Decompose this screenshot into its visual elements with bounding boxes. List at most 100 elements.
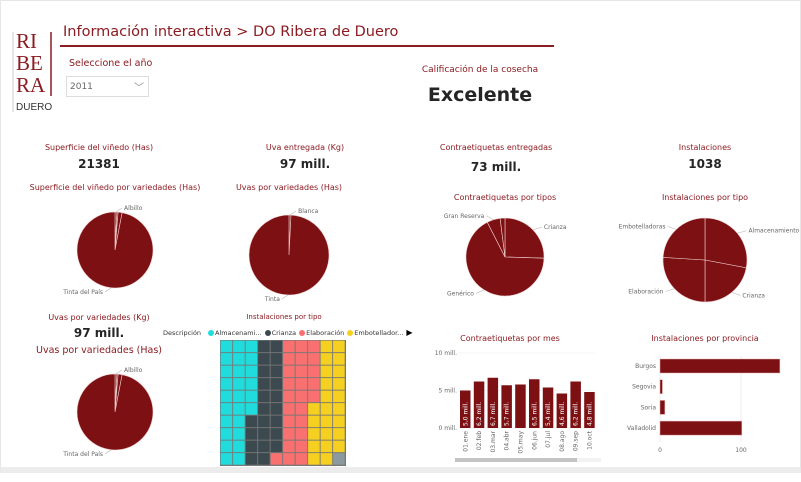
legend-item[interactable]: Almacenami... [208, 329, 262, 337]
waffle-cell[interactable] [308, 428, 320, 440]
waffle-cell[interactable] [258, 453, 270, 465]
waffle-cell[interactable] [333, 428, 345, 440]
waffle-cell[interactable] [233, 390, 245, 403]
waffle-cell[interactable] [245, 390, 258, 403]
waffle-cell[interactable] [283, 378, 295, 390]
legend-item[interactable]: Elaboración [299, 329, 344, 337]
waffle-cell[interactable] [220, 353, 233, 365]
pie-slice[interactable] [704, 217, 748, 269]
bar[interactable] [556, 393, 568, 429]
waffle-cell[interactable] [283, 440, 295, 453]
pie-slice[interactable] [662, 257, 706, 303]
waffle-cell[interactable] [295, 453, 308, 465]
waffle-cell[interactable] [220, 403, 233, 415]
waffle-cell[interactable] [270, 340, 283, 353]
waffle-cell[interactable] [270, 453, 283, 465]
waffle-cell[interactable] [258, 353, 270, 365]
waffle-cell[interactable] [270, 390, 283, 403]
waffle-cell[interactable] [308, 415, 320, 428]
waffle-cell[interactable] [320, 403, 333, 415]
waffle-cell[interactable] [245, 428, 258, 440]
waffle-cell[interactable] [270, 403, 283, 415]
bar[interactable] [570, 381, 581, 429]
waffle-cell[interactable] [258, 415, 270, 428]
waffle-cell[interactable] [245, 415, 258, 428]
waffle-cell[interactable] [270, 415, 283, 428]
waffle-cell[interactable] [245, 353, 258, 365]
waffle-cell[interactable] [295, 353, 308, 365]
waffle-cell[interactable] [283, 428, 295, 440]
waffle-cell[interactable] [333, 353, 345, 365]
waffle-cell[interactable] [270, 365, 283, 378]
waffle-cell[interactable] [295, 390, 308, 403]
waffle-cell[interactable] [270, 428, 283, 440]
waffle-cell[interactable] [245, 340, 258, 353]
waffle-cell[interactable] [220, 415, 233, 428]
waffle-cell[interactable] [220, 428, 233, 440]
legend-item[interactable]: Embotellador... [347, 329, 403, 337]
bar[interactable] [487, 377, 499, 428]
pie-slice[interactable] [248, 214, 330, 296]
waffle-cell[interactable] [320, 340, 333, 353]
waffle-cell[interactable] [320, 353, 333, 365]
waffle-cell[interactable] [308, 403, 320, 415]
waffle-cell[interactable] [320, 440, 333, 453]
bar[interactable] [501, 385, 512, 428]
waffle-cell[interactable] [333, 403, 345, 415]
waffle-cell[interactable] [258, 340, 270, 353]
waffle-cell[interactable] [283, 365, 295, 378]
waffle-cell[interactable] [245, 453, 258, 465]
pie-slice[interactable] [76, 211, 154, 289]
waffle-cell[interactable] [283, 390, 295, 403]
waffle-cell[interactable] [233, 365, 245, 378]
bar[interactable] [659, 358, 781, 374]
waffle-cell[interactable] [245, 403, 258, 415]
waffle-cell[interactable] [333, 453, 345, 465]
waffle-cell[interactable] [333, 390, 345, 403]
waffle-cell[interactable] [308, 365, 320, 378]
bar[interactable] [542, 387, 554, 429]
waffle-cell[interactable] [233, 428, 245, 440]
waffle-cell[interactable] [233, 415, 245, 428]
waffle-cell[interactable] [333, 378, 345, 390]
waffle-cell[interactable] [270, 353, 283, 365]
waffle-cell[interactable] [295, 440, 308, 453]
bar[interactable] [584, 392, 595, 428]
waffle-cell[interactable] [320, 378, 333, 390]
pie-slice[interactable] [465, 221, 545, 297]
waffle-cell[interactable] [320, 415, 333, 428]
waffle-cell[interactable] [233, 353, 245, 365]
waffle-cell[interactable] [270, 440, 283, 453]
waffle-cell[interactable] [320, 428, 333, 440]
waffle-cell[interactable] [283, 453, 295, 465]
waffle-cell[interactable] [333, 415, 345, 428]
bar[interactable] [659, 420, 743, 436]
waffle-cell[interactable] [220, 340, 233, 353]
bar[interactable] [473, 381, 485, 429]
waffle-cell[interactable] [295, 365, 308, 378]
waffle-cell[interactable] [233, 403, 245, 415]
waffle-cell[interactable] [258, 390, 270, 403]
waffle-cell[interactable] [220, 453, 233, 465]
waffle-cell[interactable] [295, 415, 308, 428]
pie-slice[interactable] [662, 217, 706, 261]
waffle-cell[interactable] [333, 365, 345, 378]
waffle-cell[interactable] [283, 415, 295, 428]
waffle-cell[interactable] [308, 390, 320, 403]
waffle-cell[interactable] [270, 378, 283, 390]
pie-slice[interactable] [504, 217, 545, 259]
scrollbar-thumb[interactable] [455, 458, 577, 462]
waffle-cell[interactable] [220, 365, 233, 378]
waffle-cell[interactable] [295, 428, 308, 440]
waffle-cell[interactable] [258, 440, 270, 453]
waffle-cell[interactable] [308, 440, 320, 453]
bar[interactable] [659, 379, 663, 394]
waffle-cell[interactable] [220, 440, 233, 453]
bar[interactable] [515, 384, 526, 429]
waffle-cell[interactable] [295, 340, 308, 353]
waffle-cell[interactable] [233, 440, 245, 453]
waffle-cell[interactable] [233, 340, 245, 353]
bar[interactable] [460, 390, 471, 429]
waffle-cell[interactable] [283, 353, 295, 365]
pie-slice[interactable] [76, 373, 154, 451]
